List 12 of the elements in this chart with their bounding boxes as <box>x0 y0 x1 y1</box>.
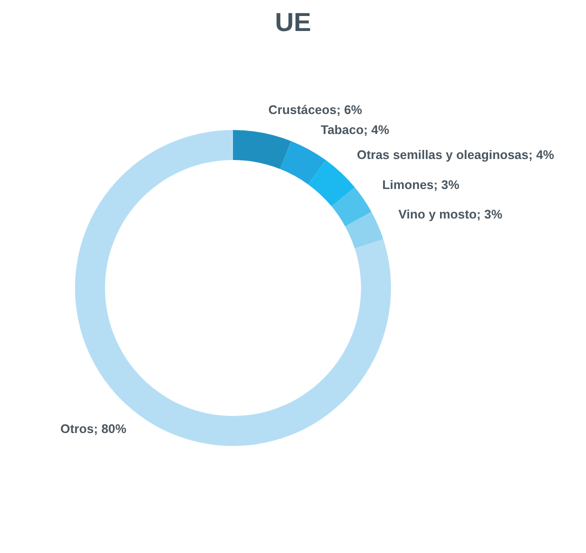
donut-slice <box>345 212 384 248</box>
slice-label: Tabaco; 4% <box>320 123 390 138</box>
donut-slice <box>233 130 292 169</box>
slice-label: Otros; 80% <box>60 422 126 436</box>
slice-label: Crustáceos; 6% <box>268 103 362 118</box>
donut-slice <box>332 187 372 226</box>
slice-label: Vino y mosto; 3% <box>398 207 502 222</box>
slice-label: Otras semillas y oleaginosas; 4% <box>356 148 554 162</box>
chart-title: UE <box>274 7 312 37</box>
donut-slice <box>280 141 326 184</box>
slice-label: Limones; 3% <box>382 178 460 192</box>
donut-slice <box>308 160 355 206</box>
